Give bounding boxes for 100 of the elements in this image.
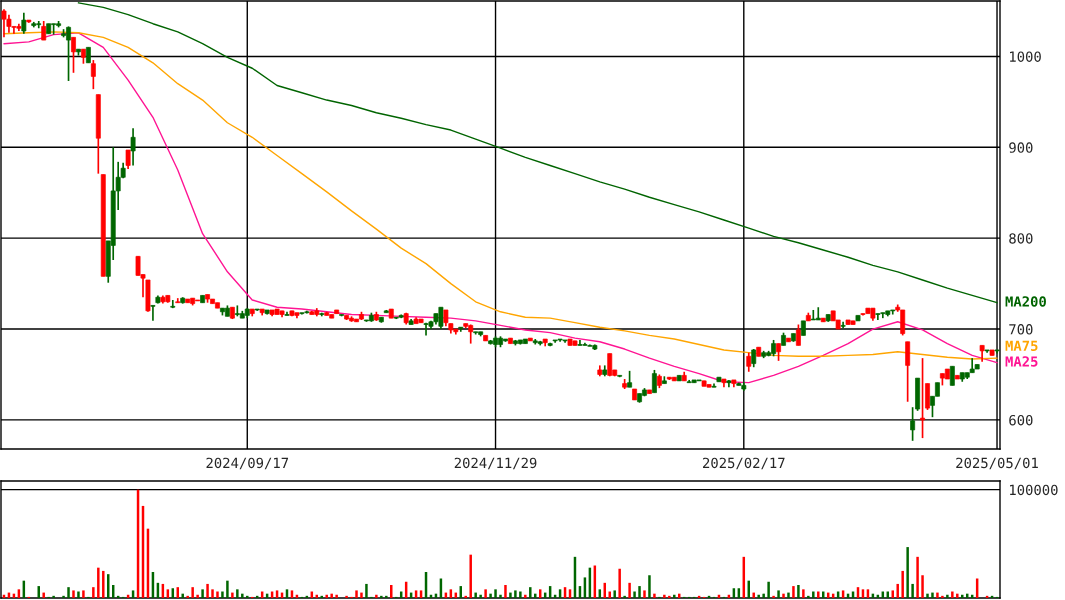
bar — [211, 589, 214, 598]
bar — [638, 586, 641, 598]
bar — [236, 589, 239, 598]
bar — [792, 586, 795, 598]
bar — [499, 594, 502, 598]
bar — [663, 594, 666, 598]
bar — [504, 585, 507, 598]
bar — [360, 592, 363, 598]
bar — [186, 595, 189, 598]
bar — [201, 589, 204, 598]
candlestick — [125, 149, 131, 170]
bar — [226, 580, 229, 598]
bar — [529, 587, 532, 598]
bar — [961, 594, 964, 598]
candlestick — [41, 20, 47, 41]
bar — [181, 593, 184, 598]
bar — [365, 583, 368, 598]
bar — [762, 593, 765, 598]
bar — [936, 592, 939, 598]
bar — [956, 593, 959, 598]
candlestick — [150, 304, 156, 322]
bar — [633, 591, 636, 598]
bar — [97, 567, 100, 598]
bar — [767, 581, 770, 598]
bar — [623, 595, 626, 598]
y-tick-label: 800 — [1009, 233, 1033, 244]
bar — [916, 556, 919, 598]
bar — [221, 591, 224, 598]
bar — [385, 595, 388, 598]
bar — [191, 587, 194, 598]
bar — [509, 592, 512, 598]
bar — [797, 585, 800, 598]
bar — [484, 589, 487, 598]
y-tick-label: 900 — [1009, 142, 1033, 153]
bar — [72, 590, 75, 598]
bar — [628, 582, 631, 598]
bar — [941, 595, 944, 598]
bar — [390, 585, 393, 598]
y-tick-label: 700 — [1009, 324, 1033, 335]
candlestick — [90, 59, 96, 90]
bar — [901, 570, 904, 598]
candlestick — [920, 357, 925, 439]
x-tick-label: 2025/05/01 — [956, 457, 1038, 470]
candlestick — [875, 312, 881, 321]
candlestick — [795, 323, 801, 347]
bar — [772, 595, 775, 598]
bar — [335, 594, 338, 598]
bar — [673, 594, 676, 598]
bar — [817, 591, 820, 598]
bar — [946, 594, 949, 598]
candlestick — [905, 340, 911, 403]
bar — [102, 570, 105, 598]
series-label: MA25 — [1005, 356, 1038, 367]
bar — [77, 591, 80, 598]
bar — [812, 591, 815, 598]
bar — [648, 575, 651, 598]
y-tick-label: 600 — [1009, 414, 1033, 426]
bar — [82, 590, 85, 598]
bar — [479, 594, 482, 598]
bar — [246, 595, 249, 598]
bar — [524, 594, 527, 598]
bar — [911, 583, 914, 598]
bar — [608, 591, 611, 598]
bar — [782, 593, 785, 598]
bar — [514, 590, 517, 598]
candlestick — [130, 127, 136, 167]
bar — [494, 589, 497, 598]
bar — [67, 587, 70, 598]
bar — [345, 595, 348, 598]
candlestick — [815, 306, 821, 321]
y-tick-label: 100000 — [1010, 484, 1058, 496]
series-label: MA200 — [1005, 296, 1046, 307]
y-tick-label: 1000 — [1010, 51, 1041, 62]
line-series — [77, 2, 998, 304]
bar — [231, 592, 234, 598]
bar — [330, 593, 333, 598]
bar — [906, 547, 909, 598]
x-tick-label: 2024/09/17 — [206, 457, 289, 470]
bar — [489, 593, 492, 598]
x-tick-label: 2024/11/29 — [454, 457, 537, 470]
bar — [653, 593, 656, 598]
candlestick — [21, 11, 27, 35]
bar — [474, 592, 477, 598]
candlestick — [71, 36, 76, 74]
candlestick — [746, 351, 752, 373]
bar — [787, 592, 790, 598]
bar — [668, 595, 671, 598]
bar — [931, 592, 934, 598]
bar — [92, 587, 95, 598]
bar — [355, 590, 358, 598]
candlestick — [910, 406, 916, 442]
bar — [375, 594, 378, 598]
bar — [241, 593, 244, 598]
x-tick-label: 2025/02/17 — [703, 457, 785, 470]
bar — [62, 595, 65, 598]
bar — [921, 575, 924, 598]
bar — [613, 590, 616, 598]
bar — [802, 589, 805, 598]
series-label: MA75 — [1005, 340, 1038, 352]
candlestick — [949, 365, 955, 387]
